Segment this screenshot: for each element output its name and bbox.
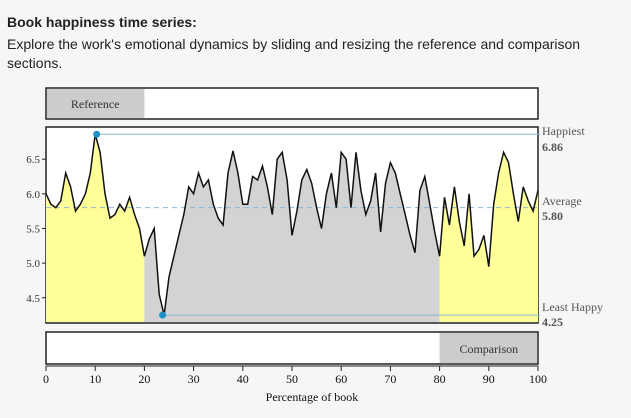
middle-area: [144, 150, 440, 322]
y-tick-label: 5.0: [26, 258, 40, 270]
least-happy-value: 4.25: [542, 315, 563, 329]
x-tick-label: 70: [384, 372, 396, 386]
average-value: 5.80: [542, 209, 563, 223]
x-tick-label: 0: [43, 372, 49, 386]
x-tick-label: 80: [434, 372, 446, 386]
comparison-label: Comparison: [459, 342, 518, 356]
x-tick-label: 90: [483, 372, 495, 386]
reference-handle[interactable]: [47, 89, 145, 118]
comparison-handle[interactable]: [439, 333, 537, 363]
reference-label: Reference: [71, 97, 120, 111]
least-happy-label: Least Happy: [542, 300, 603, 314]
reference-brush[interactable]: Reference: [45, 87, 539, 120]
x-axis-label: Percentage of book: [266, 390, 359, 404]
page-title: Book happiness time series:: [7, 14, 197, 30]
y-tick-label: 6.0: [26, 189, 40, 201]
chart-area: 4.5 5.0 5.5 6.0 6.5: [26, 126, 540, 324]
x-tick-label: 60: [335, 372, 347, 386]
page-subtitle: Explore the work's emotional dynamics by…: [7, 36, 581, 71]
x-tick-label: 20: [138, 372, 150, 386]
happiest-value: 6.86: [542, 140, 563, 154]
x-tick-label: 100: [529, 372, 547, 386]
y-axis: 4.5 5.0 5.5 6.0 6.5: [26, 154, 46, 305]
comparison-brush[interactable]: Comparison: [45, 331, 539, 365]
y-tick-label: 4.5: [26, 293, 40, 305]
happiness-line: [45, 134, 539, 316]
x-tick-label: 30: [188, 372, 200, 386]
reference-area: [46, 134, 145, 322]
x-tick-label: 10: [89, 372, 101, 386]
stats-labels: Happiest 6.86 Average 5.80 Least Happy 4…: [542, 124, 603, 329]
average-label: Average: [542, 194, 582, 208]
x-tick-label: 40: [237, 372, 249, 386]
y-tick-label: 6.5: [26, 154, 40, 166]
y-tick-label: 5.5: [26, 223, 40, 235]
least-happy-marker: [159, 311, 167, 319]
happiest-marker: [93, 130, 101, 138]
x-tick-label: 50: [286, 372, 298, 386]
happiest-label: Happiest: [542, 124, 585, 138]
x-axis: 0 10 20 30 40 50 60 70 80 90 100: [43, 365, 547, 386]
